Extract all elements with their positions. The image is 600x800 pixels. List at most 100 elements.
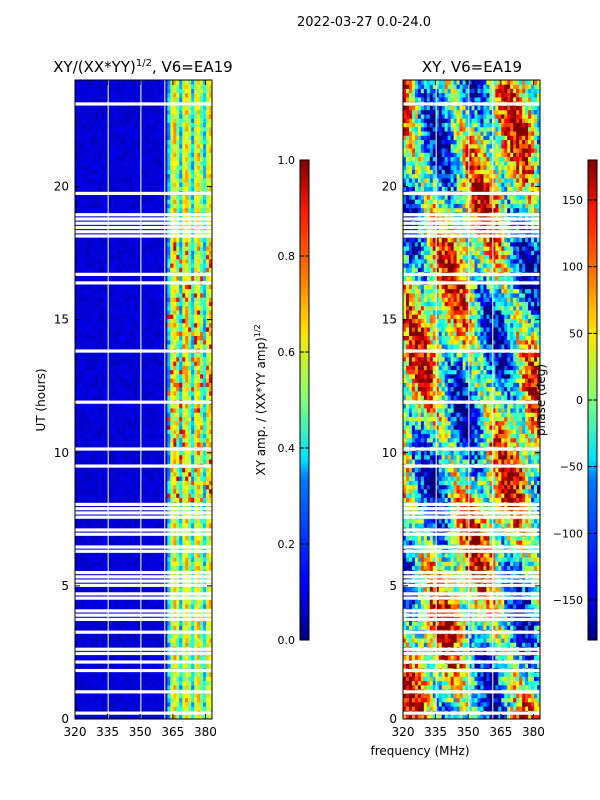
amplitude-cell bbox=[98, 297, 103, 302]
amplitude-cell bbox=[158, 442, 162, 447]
amplitude-cell bbox=[110, 403, 115, 409]
amplitude-cell bbox=[161, 697, 165, 703]
amplitude-cell bbox=[152, 603, 156, 609]
amplitude-cell bbox=[101, 386, 106, 392]
amplitude-cell bbox=[167, 263, 171, 268]
amplitude-cell bbox=[200, 493, 204, 498]
amplitude-cell bbox=[185, 301, 189, 307]
amplitude-cell bbox=[176, 327, 180, 332]
amplitude-cell bbox=[77, 638, 82, 643]
amplitude-cell bbox=[110, 672, 115, 677]
amplitude-cell bbox=[125, 693, 130, 699]
amplitude-cell bbox=[86, 425, 91, 430]
amplitude-cell bbox=[86, 714, 91, 719]
amplitude-cell bbox=[161, 540, 165, 545]
amplitude-cell bbox=[83, 382, 88, 388]
amplitude-cell bbox=[125, 365, 130, 371]
amplitude-cell bbox=[137, 697, 141, 703]
amplitude-cell bbox=[116, 672, 121, 677]
amplitude-cell bbox=[107, 557, 112, 562]
amplitude-cell bbox=[197, 420, 201, 426]
amplitude-cell bbox=[107, 442, 112, 447]
amplitude-cell bbox=[77, 540, 82, 545]
amplitude-cell bbox=[185, 638, 189, 643]
amplitude-cell bbox=[116, 263, 121, 268]
amplitude-cell bbox=[89, 288, 94, 294]
amplitude-cell bbox=[86, 638, 91, 643]
amplitude-cell bbox=[77, 382, 82, 388]
amplitude-cell bbox=[191, 369, 195, 375]
amplitude-cell bbox=[104, 497, 109, 503]
amplitude-cell bbox=[197, 471, 201, 477]
amplitude-cell bbox=[122, 693, 127, 699]
amplitude-cell bbox=[143, 518, 147, 524]
amplitude-cell bbox=[146, 603, 150, 609]
amplitude-cell bbox=[149, 437, 153, 443]
amplitude-cell bbox=[122, 433, 127, 439]
amplitude-cell bbox=[137, 378, 141, 383]
amplitude-cell bbox=[77, 459, 82, 464]
amplitude-cell bbox=[185, 706, 189, 711]
amplitude-cell bbox=[179, 293, 183, 298]
amplitude-cell bbox=[83, 484, 88, 490]
amplitude-cell bbox=[176, 365, 180, 371]
amplitude-cell bbox=[158, 450, 162, 456]
amplitude-cell bbox=[137, 288, 141, 294]
amplitude-cell bbox=[188, 335, 192, 341]
amplitude-cell bbox=[83, 314, 88, 319]
amplitude-cell bbox=[75, 621, 79, 626]
amplitude-cell bbox=[137, 680, 141, 686]
amplitude-cell bbox=[188, 339, 192, 345]
amplitude-cell bbox=[95, 352, 100, 358]
amplitude-cell bbox=[191, 467, 195, 473]
amplitude-cell bbox=[194, 344, 198, 349]
amplitude-cell bbox=[95, 523, 100, 528]
amplitude-cell bbox=[194, 642, 198, 647]
amplitude-cell bbox=[164, 305, 168, 311]
amplitude-cell bbox=[116, 625, 121, 630]
amplitude-cell bbox=[164, 484, 168, 490]
amplitude-cell bbox=[116, 586, 121, 592]
amplitude-cell bbox=[92, 420, 97, 426]
amplitude-cell bbox=[113, 433, 118, 439]
amplitude-cell bbox=[203, 412, 207, 417]
amplitude-cell bbox=[197, 356, 201, 362]
amplitude-cell bbox=[143, 642, 147, 647]
amplitude-cell bbox=[116, 471, 121, 477]
amplitude-cell bbox=[200, 344, 204, 349]
amplitude-cell bbox=[119, 706, 124, 711]
amplitude-cell bbox=[176, 293, 180, 298]
amplitude-cell bbox=[110, 305, 115, 311]
amplitude-cell bbox=[143, 412, 147, 417]
amplitude-cell bbox=[86, 476, 91, 481]
amplitude-cell bbox=[104, 369, 109, 375]
amplitude-cell bbox=[128, 621, 132, 626]
amplitude-cell bbox=[170, 467, 174, 473]
amplitude-cell bbox=[131, 557, 135, 562]
amplitude-cell bbox=[158, 356, 162, 362]
amplitude-cell bbox=[170, 642, 174, 647]
amplitude-cell bbox=[161, 420, 165, 426]
amplitude-cell bbox=[158, 535, 162, 541]
amplitude-cell bbox=[89, 655, 94, 660]
amplitude-cell bbox=[194, 557, 198, 562]
amplitude-cell bbox=[107, 382, 112, 388]
amplitude-cell bbox=[176, 369, 180, 375]
amplitude-cell bbox=[194, 535, 198, 541]
amplitude-cell bbox=[152, 535, 156, 541]
amplitude-cell bbox=[158, 565, 162, 571]
amplitude-cell bbox=[104, 310, 109, 315]
amplitude-cell bbox=[143, 714, 147, 719]
amplitude-cell bbox=[194, 625, 198, 630]
amplitude-cell bbox=[170, 450, 174, 456]
amplitude-cell bbox=[143, 314, 147, 319]
amplitude-cell bbox=[128, 459, 132, 464]
amplitude-cell bbox=[122, 314, 127, 319]
amplitude-cell bbox=[122, 412, 127, 417]
amplitude-cell bbox=[137, 310, 141, 315]
amplitude-cell bbox=[75, 523, 79, 528]
amplitude-cell bbox=[107, 493, 112, 498]
amplitude-cell bbox=[104, 408, 109, 413]
amplitude-cell bbox=[104, 467, 109, 473]
amplitude-cell bbox=[194, 488, 198, 494]
